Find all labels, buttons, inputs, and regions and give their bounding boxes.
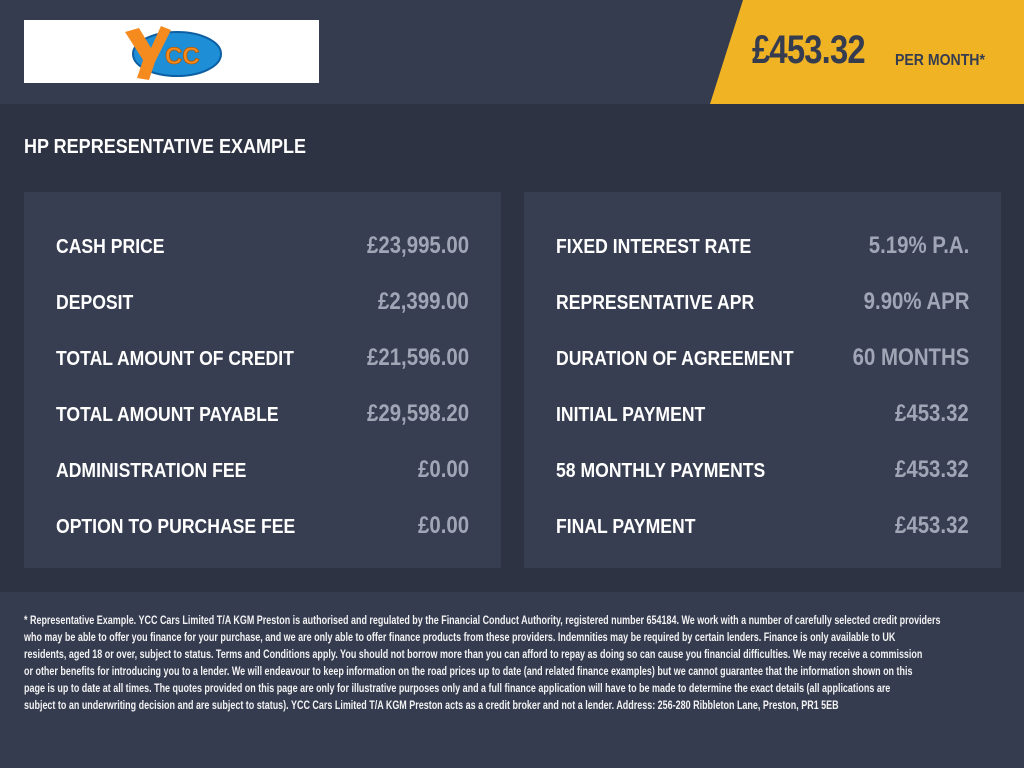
ycc-logo[interactable]: CC: [24, 20, 319, 83]
disclaimer-line: residents, aged 18 or over, subject to s…: [24, 649, 923, 661]
finance-row: CASH PRICE £23,995.00: [56, 230, 469, 260]
finance-row: ADMINISTRATION FEE £0.00: [56, 454, 469, 484]
row-label: REPRESENTATIVE APR: [556, 292, 755, 314]
row-value: 60 MONTHS: [852, 344, 969, 371]
row-label: ADMINISTRATION FEE: [56, 460, 247, 482]
row-label: 58 MONTHLY PAYMENTS: [556, 460, 766, 482]
ycc-logo-icon: CC: [124, 25, 222, 80]
row-value: £0.00: [417, 512, 469, 539]
disclaimer-line: subject to an underwriting decision and …: [24, 700, 839, 712]
row-label: OPTION TO PURCHASE FEE: [56, 516, 296, 538]
svg-text:CC: CC: [165, 43, 200, 70]
section-title: HP REPRESENTATIVE EXAMPLE: [24, 136, 307, 158]
disclaimer-line: or other benefits for introducing you to…: [24, 666, 913, 678]
row-label: TOTAL AMOUNT OF CREDIT: [56, 348, 294, 370]
monthly-price-banner: £453.32 PER MONTH*: [710, 0, 1024, 104]
row-label: FINAL PAYMENT: [556, 516, 696, 538]
finance-row: TOTAL AMOUNT PAYABLE £29,598.20: [56, 398, 469, 428]
finance-row: FIXED INTEREST RATE 5.19% P.A.: [556, 230, 969, 260]
row-value: £21,596.00: [366, 344, 469, 371]
monthly-price: £453.32: [752, 28, 866, 72]
disclaimer-line: page is up to date at all times. The quo…: [24, 683, 891, 695]
finance-row: 58 MONTHLY PAYMENTS £453.32: [556, 454, 969, 484]
row-value: £2,399.00: [378, 288, 469, 315]
finance-row: TOTAL AMOUNT OF CREDIT £21,596.00: [56, 342, 469, 372]
disclaimer: * Representative Example. YCC Cars Limit…: [0, 592, 1024, 768]
row-value: £453.32: [895, 456, 969, 483]
row-value: £23,995.00: [366, 232, 469, 259]
finance-panel-left: CASH PRICE £23,995.00 DEPOSIT £2,399.00 TO…: [24, 192, 501, 568]
row-value: 5.19% P.A.: [868, 232, 969, 259]
disclaimer-line: * Representative Example. YCC Cars Limit…: [24, 615, 941, 627]
finance-panel-right: FIXED INTEREST RATE 5.19% P.A. REPRESENTA…: [524, 192, 1001, 568]
row-label: FIXED INTEREST RATE: [556, 236, 752, 258]
finance-row: INITIAL PAYMENT £453.32: [556, 398, 969, 428]
row-label: INITIAL PAYMENT: [556, 404, 706, 426]
finance-row: OPTION TO PURCHASE FEE £0.00: [56, 510, 469, 540]
disclaimer-line: who may be able to offer you finance for…: [24, 632, 896, 644]
header-bar: CC £453.32 PER MONTH*: [0, 0, 1024, 104]
row-label: DEPOSIT: [56, 292, 134, 314]
row-value: 9.90% APR: [863, 288, 969, 315]
row-label: DURATION OF AGREEMENT: [556, 348, 794, 370]
row-value: £0.00: [417, 456, 469, 483]
per-month-label: PER MONTH*: [895, 52, 985, 69]
finance-row: FINAL PAYMENT £453.32: [556, 510, 969, 540]
finance-row: REPRESENTATIVE APR 9.90% APR: [556, 286, 969, 316]
row-value: £29,598.20: [366, 400, 469, 427]
row-value: £453.32: [895, 512, 969, 539]
row-label: CASH PRICE: [56, 236, 165, 258]
row-label: TOTAL AMOUNT PAYABLE: [56, 404, 279, 426]
finance-row: DURATION OF AGREEMENT 60 MONTHS: [556, 342, 969, 372]
finance-row: DEPOSIT £2,399.00: [56, 286, 469, 316]
row-value: £453.32: [895, 400, 969, 427]
